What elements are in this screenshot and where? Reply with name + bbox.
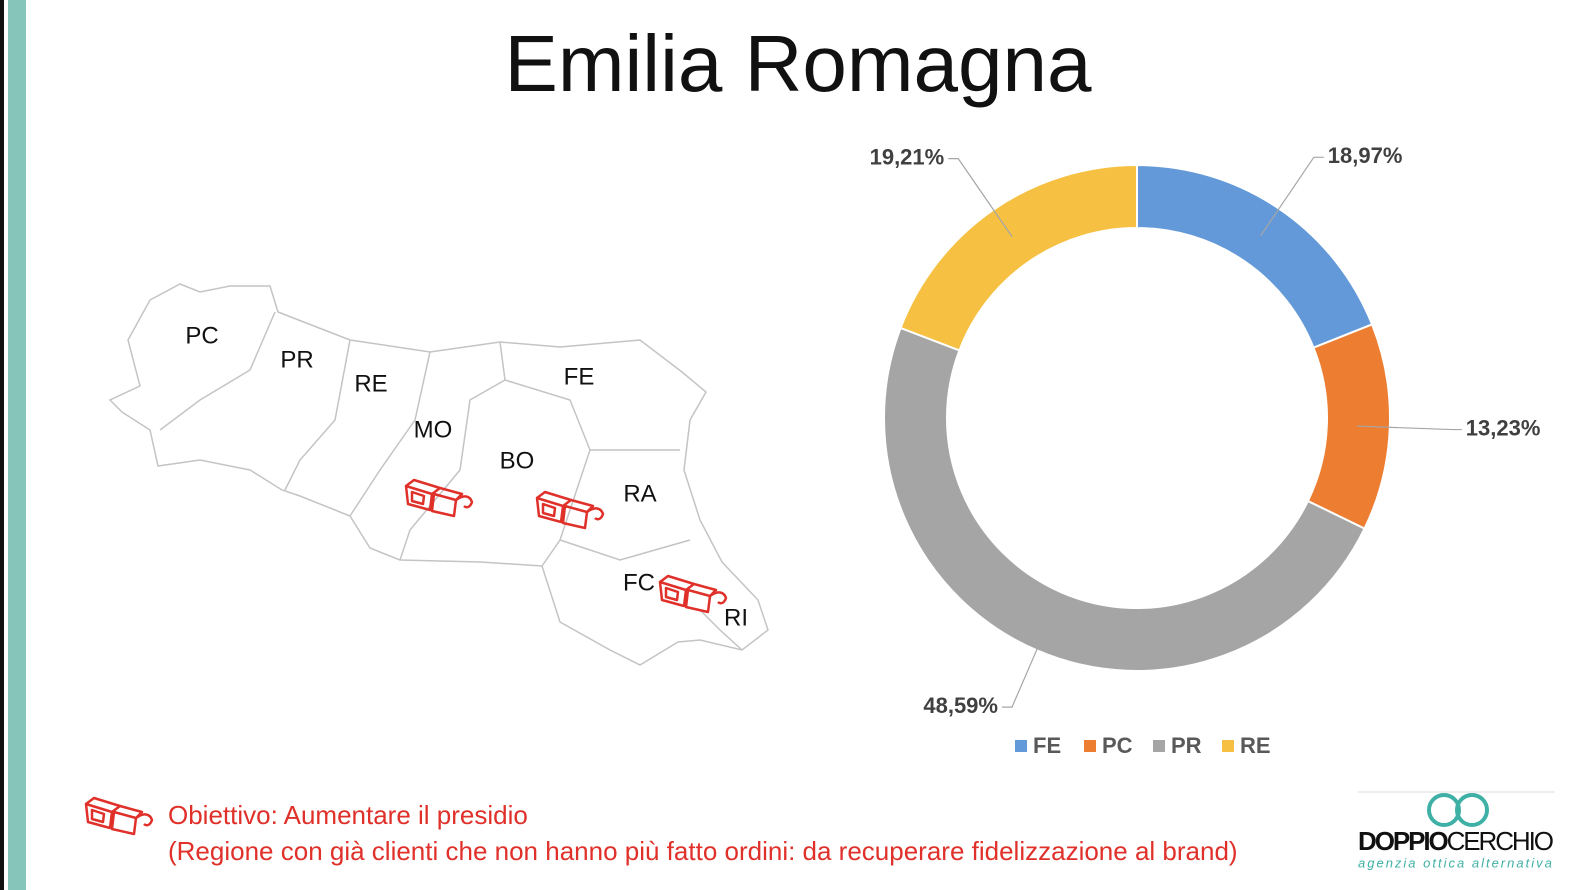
map-label: PR bbox=[280, 346, 313, 373]
donut-slice bbox=[1136, 163, 1374, 350]
logo-word: CERCHIO bbox=[1447, 826, 1554, 856]
leader-line bbox=[1001, 619, 1051, 708]
donut-chart: 18,97% 13,23% 48,59% 19,21% FE PC PR RE bbox=[870, 143, 1541, 758]
donut-slice bbox=[882, 326, 1366, 672]
legend-swatch bbox=[1153, 740, 1165, 752]
leader-line bbox=[1259, 156, 1324, 237]
data-label: 18,97% bbox=[1328, 143, 1403, 168]
target-icon bbox=[658, 574, 728, 614]
province-border bbox=[699, 609, 743, 651]
edge-bar bbox=[0, 0, 4, 890]
map-label: FE bbox=[564, 363, 595, 390]
note-line: Obiettivo: Aumentare il presidio bbox=[168, 800, 528, 830]
accent-bar bbox=[8, 0, 26, 890]
map-label: RA bbox=[623, 480, 656, 507]
legend-label: PR bbox=[1171, 733, 1202, 758]
logo-tagline: agenzia ottica alternativa bbox=[1358, 855, 1554, 870]
target-icon bbox=[404, 478, 474, 518]
map-label: RE bbox=[354, 370, 387, 397]
leader-line bbox=[948, 158, 1013, 238]
legend-swatch bbox=[1084, 740, 1096, 752]
logo: DOPPIOCERCHIO agenzia ottica alternativa bbox=[1358, 791, 1555, 870]
map-label: MO bbox=[414, 416, 453, 443]
logo-text: DOPPIOCERCHIO bbox=[1358, 826, 1554, 856]
map-label: PC bbox=[185, 322, 218, 349]
legend-label: PC bbox=[1102, 733, 1133, 758]
map bbox=[108, 283, 769, 666]
donut-slice bbox=[899, 163, 1138, 352]
data-label: 13,23% bbox=[1466, 415, 1541, 440]
leader-line bbox=[1356, 425, 1462, 431]
logo-circle bbox=[1427, 793, 1461, 827]
province-border bbox=[284, 339, 351, 491]
legend-label: RE bbox=[1240, 733, 1271, 758]
legend-label: FE bbox=[1033, 733, 1061, 758]
legend-swatch bbox=[1222, 740, 1234, 752]
data-label: 19,21% bbox=[870, 144, 945, 169]
map-label: RI bbox=[724, 604, 748, 631]
province-border bbox=[559, 539, 691, 561]
legend-swatch bbox=[1015, 740, 1027, 752]
logo-circle bbox=[1455, 793, 1489, 827]
map-label: BO bbox=[500, 447, 535, 474]
province-border bbox=[159, 311, 276, 431]
province-border bbox=[349, 351, 431, 517]
map-label: FC bbox=[623, 569, 655, 596]
legend-icon bbox=[84, 796, 154, 836]
logo-word: DOPPIO bbox=[1358, 826, 1449, 856]
province-border bbox=[399, 341, 506, 561]
note-line: (Regione con già clienti che non hanno p… bbox=[168, 836, 1238, 866]
slide-title: Emilia Romagna bbox=[505, 19, 1092, 108]
region-outline bbox=[108, 283, 769, 666]
data-label: 48,59% bbox=[923, 693, 998, 718]
